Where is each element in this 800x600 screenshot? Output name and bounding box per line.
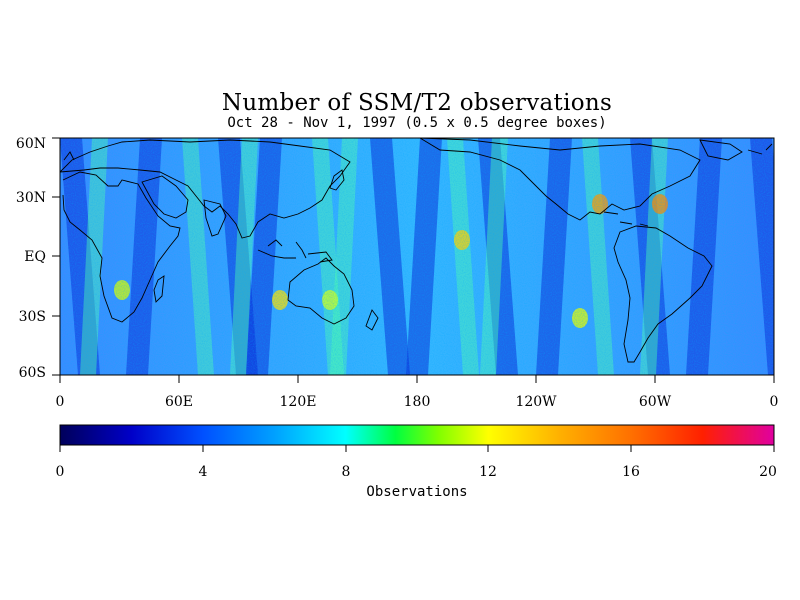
colorbar-tick-0: 0 [56, 464, 65, 480]
map-ticks [52, 137, 775, 383]
colorbar-label: Observations [366, 484, 467, 500]
lat-label-eq: EQ [24, 249, 46, 265]
new-zealand-coast [365, 309, 379, 331]
map-title: Number of SSM/T2 observations [221, 90, 613, 116]
lon-label-0: 0 [56, 394, 65, 410]
lon-label-0-end: 0 [770, 394, 779, 410]
observation-field [60, 138, 774, 375]
colorbar-tick-16: 16 [622, 464, 640, 480]
lat-label-30s: 30S [19, 309, 46, 325]
africa-coast [62, 171, 181, 323]
india-coast [203, 199, 227, 237]
lon-label-120w: 120W [515, 394, 557, 410]
indonesia-islands [257, 239, 333, 263]
lon-label-180: 180 [404, 394, 431, 410]
colorbar-tick-8: 8 [342, 464, 351, 480]
north-america-coast [419, 138, 701, 221]
colorbar-tick-12: 12 [479, 464, 497, 480]
lon-label-60e: 60E [165, 394, 193, 410]
coastlines [60, 138, 773, 363]
lat-label-30n: 30N [16, 190, 46, 206]
lat-label-60s: 60S [19, 365, 46, 381]
iceland-uk-coast [63, 143, 773, 161]
caribbean-islands [603, 211, 649, 227]
lon-label-120e: 120E [280, 394, 317, 410]
japan-coast [329, 169, 345, 191]
colorbar-ticks [59, 445, 775, 452]
colorbar-tick-4: 4 [199, 464, 208, 480]
greenland-coast [699, 139, 743, 161]
colorbar-tick-20: 20 [759, 464, 777, 480]
australia-coast [287, 257, 355, 325]
lat-label-60n: 60N [16, 136, 46, 152]
south-america-coast [613, 225, 713, 363]
lon-label-60w: 60W [639, 394, 672, 410]
colorbar [59, 424, 775, 446]
map-subtitle: Oct 28 - Nov 1, 1997 (0.5 x 0.5 degree b… [227, 115, 607, 131]
arabia-coast [141, 175, 189, 219]
eurasia-coast [60, 139, 351, 239]
madagascar-coast [153, 275, 165, 303]
